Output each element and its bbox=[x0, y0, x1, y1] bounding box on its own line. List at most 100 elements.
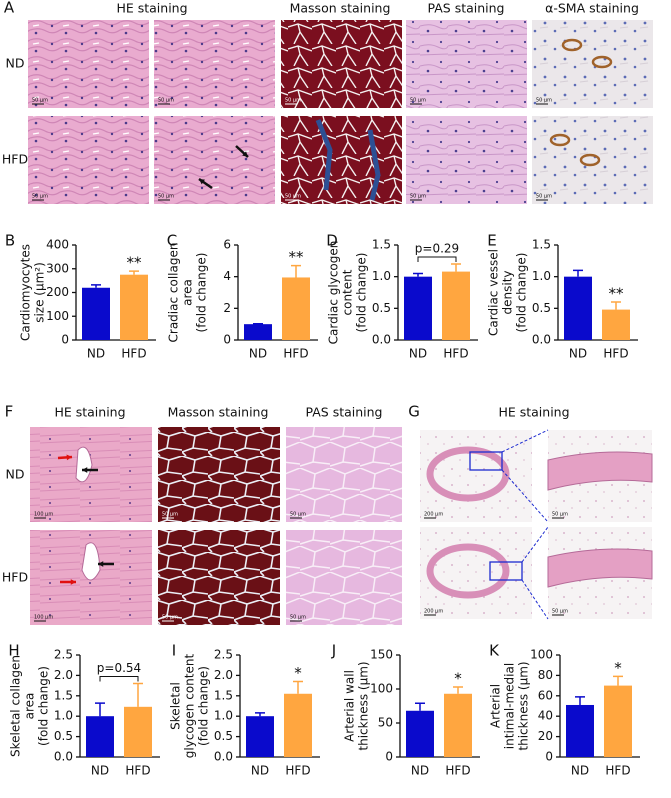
micrograph bbox=[28, 116, 149, 204]
row-label: ND bbox=[6, 467, 25, 482]
row-label: HFD bbox=[2, 152, 28, 167]
panel-label: K bbox=[489, 642, 500, 660]
bar bbox=[282, 277, 310, 340]
y-tick-label: 1.5 bbox=[372, 238, 391, 252]
scale-bar-label: 50 μm bbox=[552, 512, 568, 518]
y-axis-label: (fold change) bbox=[195, 253, 209, 333]
y-axis-label: density bbox=[501, 271, 515, 315]
y-axis-label: Arterial wall bbox=[343, 670, 357, 742]
micrograph bbox=[158, 427, 280, 522]
scale-bar-label: 200 μm bbox=[424, 512, 443, 518]
zoom-box bbox=[489, 561, 523, 581]
column-heading: PAS staining bbox=[428, 1, 505, 16]
scale-bar-label: 50 μm bbox=[536, 98, 552, 104]
y-tick-label: 0.5 bbox=[214, 729, 233, 743]
y-tick-label: 40 bbox=[538, 709, 553, 723]
micrograph bbox=[406, 20, 527, 108]
y-tick-label: 2.0 bbox=[54, 668, 73, 682]
micrograph bbox=[286, 530, 402, 625]
column-heading: Masson staining bbox=[168, 405, 269, 420]
y-axis-label: (fold change) bbox=[37, 666, 51, 746]
error-bar bbox=[415, 702, 425, 711]
scale-bar-label: 50 μm bbox=[290, 512, 306, 518]
vessel bbox=[75, 446, 93, 483]
micrograph bbox=[281, 116, 402, 204]
scale-bar-label: 200 μm bbox=[424, 609, 443, 615]
panel-label: C bbox=[167, 232, 177, 250]
bar bbox=[244, 324, 272, 340]
zoom-box bbox=[469, 451, 503, 471]
arrow-head bbox=[70, 579, 76, 585]
micrograph bbox=[281, 20, 402, 108]
y-tick-label: 1.0 bbox=[54, 709, 73, 723]
error-bar bbox=[293, 680, 303, 694]
y-axis-label: size (μm²) bbox=[33, 262, 47, 323]
y-axis-label: (fold change) bbox=[197, 666, 211, 746]
y-tick-label: 0 bbox=[61, 333, 69, 347]
panel-label: D bbox=[326, 232, 338, 250]
y-axis-label: (fold change) bbox=[355, 253, 369, 333]
fibrosis bbox=[315, 119, 381, 201]
bar bbox=[246, 716, 274, 757]
y-tick-label: 0.0 bbox=[372, 333, 391, 347]
x-tick-label: HFD bbox=[121, 347, 146, 361]
x-tick-label: ND bbox=[569, 347, 587, 361]
x-tick-label: ND bbox=[91, 764, 109, 778]
panel-label: G bbox=[408, 403, 420, 421]
micrograph bbox=[158, 530, 280, 625]
y-axis-label: Skeletal collagen bbox=[9, 655, 23, 757]
y-tick-label: 2 bbox=[223, 301, 231, 315]
zoom-line bbox=[501, 469, 549, 523]
y-tick-label: 60 bbox=[538, 688, 553, 702]
bar bbox=[566, 704, 594, 757]
significance: * bbox=[294, 664, 302, 682]
x-tick-label: HFD bbox=[125, 764, 150, 778]
error-bar bbox=[451, 263, 461, 272]
error-bar bbox=[453, 686, 463, 694]
p-value: p=0.54 bbox=[97, 661, 141, 675]
y-tick-label: 0.0 bbox=[54, 750, 73, 764]
x-tick-label: ND bbox=[87, 347, 105, 361]
bar bbox=[82, 287, 110, 340]
scale-bar-label: 50 μm bbox=[32, 98, 48, 104]
y-axis-label: area bbox=[181, 279, 195, 306]
error-bar bbox=[573, 269, 583, 277]
x-tick-label: HFD bbox=[445, 764, 470, 778]
x-tick-label: ND bbox=[409, 347, 427, 361]
x-tick-label: ND bbox=[411, 764, 429, 778]
y-tick-label: 1.0 bbox=[532, 269, 551, 283]
column-heading: HE staining bbox=[498, 405, 569, 420]
bracket bbox=[99, 676, 139, 682]
column-heading: Masson staining bbox=[290, 1, 391, 16]
x-tick-label: ND bbox=[251, 764, 269, 778]
y-tick-label: 0.5 bbox=[532, 301, 551, 315]
bar bbox=[406, 710, 434, 757]
y-axis-label: glycogen content bbox=[183, 654, 197, 759]
bar bbox=[404, 276, 432, 340]
y-tick-label: 1.5 bbox=[54, 688, 73, 702]
bar bbox=[86, 716, 114, 757]
zoom-line bbox=[501, 429, 549, 453]
panel-label: H bbox=[8, 642, 19, 660]
y-tick-label: 0.0 bbox=[532, 333, 551, 347]
scale-bar-label: 50 μm bbox=[32, 194, 48, 200]
y-tick-label: 0 bbox=[385, 750, 393, 764]
y-tick-label: 1.5 bbox=[532, 238, 551, 252]
micrograph bbox=[420, 430, 532, 522]
y-axis-label: Arterial bbox=[489, 684, 503, 728]
error-bar bbox=[255, 712, 265, 717]
x-tick-label: HFD bbox=[443, 347, 468, 361]
y-axis-label: (fold change) bbox=[515, 253, 529, 333]
vessel bbox=[579, 153, 601, 167]
scale-bar-label: 50 μm bbox=[162, 615, 178, 621]
y-tick-label: 2.0 bbox=[214, 668, 233, 682]
x-tick-label: HFD bbox=[605, 764, 630, 778]
scale-bar-label: 50 μm bbox=[410, 194, 426, 200]
error-bar bbox=[291, 264, 301, 278]
bar bbox=[120, 274, 148, 340]
y-tick-label: 1.0 bbox=[372, 269, 391, 283]
scale-bar-label: 50 μm bbox=[552, 609, 568, 615]
error-bar bbox=[133, 682, 143, 707]
scale-bar-label: 50 μm bbox=[536, 194, 552, 200]
arrow-head bbox=[66, 454, 72, 461]
